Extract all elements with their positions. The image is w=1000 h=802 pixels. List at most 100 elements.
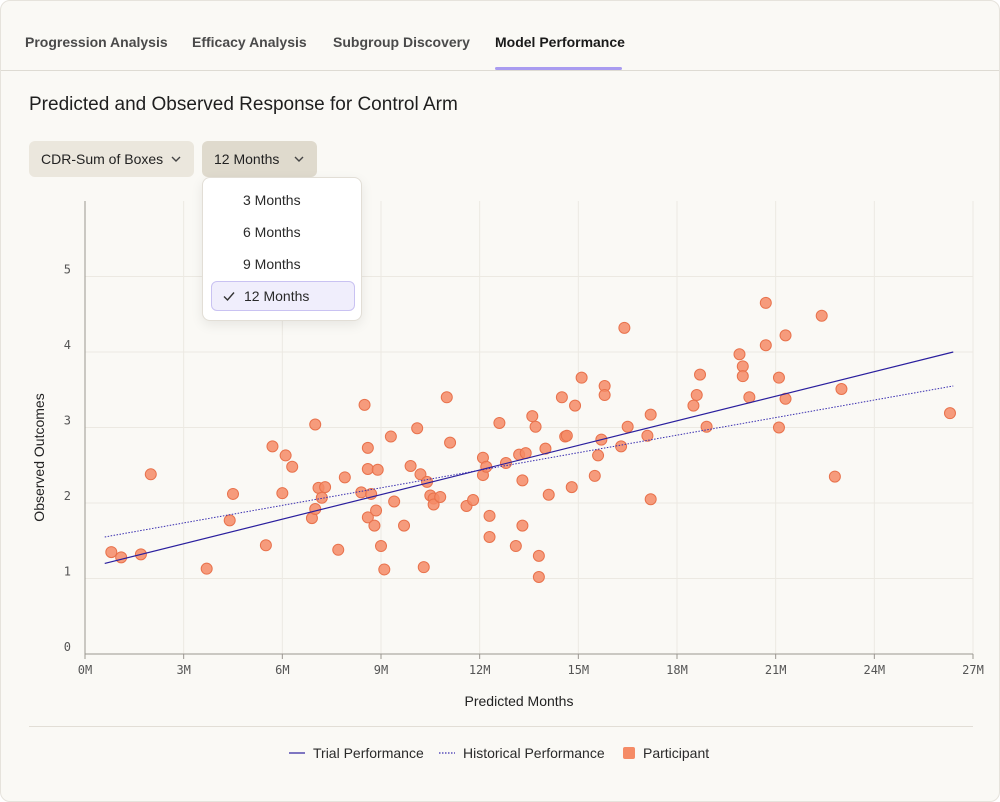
tab-bar: Progression Analysis Efficacy Analysis S…: [1, 1, 999, 71]
participant-point: [555, 391, 568, 404]
measure-dropdown[interactable]: CDR-Sum of Boxes: [29, 141, 194, 177]
menu-item-6-months[interactable]: 6 Months: [211, 217, 355, 247]
participant-point: [542, 488, 555, 501]
participant-point: [414, 468, 427, 481]
scatter-chart: 0M 3M 6M 9M 12M 15M 18M 21M 24M 27M 0 1 2 3 4 5 Predicte…: [31, 201, 984, 709]
participant-point: [641, 429, 654, 442]
participant-point: [286, 460, 299, 473]
participant-point: [621, 420, 634, 433]
y-tick-label: 4: [64, 338, 71, 352]
participant-point: [687, 399, 700, 412]
participant-point: [338, 471, 351, 484]
tab-model-performance[interactable]: Model Performance: [495, 34, 625, 50]
participant-point: [440, 391, 453, 404]
participant-point: [105, 546, 118, 559]
legend-label: Participant: [643, 745, 710, 761]
x-tick-label: 9M: [374, 663, 388, 677]
active-tab-indicator: [495, 67, 622, 70]
participant-point: [361, 463, 374, 476]
participant-point: [759, 339, 772, 352]
y-tick-label: 3: [64, 414, 71, 428]
participant-point: [835, 382, 848, 395]
participant-point: [943, 407, 956, 420]
participant-point: [404, 460, 417, 473]
y-tick-label: 5: [64, 263, 71, 277]
participant-point: [378, 563, 391, 576]
participant-point: [370, 504, 383, 517]
horizon-dropdown-menu: 3 Months 6 Months 9 Months 12 Months: [202, 177, 362, 321]
participant-point: [259, 539, 272, 552]
legend-divider: [29, 726, 973, 727]
tab-progression-analysis[interactable]: Progression Analysis: [25, 34, 168, 50]
x-axis-title: Predicted Months: [465, 693, 574, 709]
legend-item-trial: Trial Performance: [289, 745, 424, 761]
chevron-down-icon: [294, 156, 304, 162]
menu-item-12-months[interactable]: 12 Months: [211, 281, 355, 311]
legend-label: Historical Performance: [463, 745, 605, 761]
horizon-dropdown-value: 12 Months: [214, 151, 280, 167]
menu-item-label: 6 Months: [243, 224, 301, 240]
x-tick-label: 27M: [962, 663, 984, 677]
participant-point: [733, 348, 746, 361]
trial-performance-line: [104, 351, 954, 564]
participant-point: [483, 509, 496, 522]
participant-point: [618, 321, 631, 334]
horizon-dropdown[interactable]: 12 Months: [202, 141, 317, 177]
participant-point: [223, 514, 236, 527]
participant-point: [434, 490, 447, 503]
tab-subgroup-discovery[interactable]: Subgroup Discovery: [333, 34, 470, 50]
participant-point: [398, 519, 411, 532]
participant-point: [371, 463, 384, 476]
menu-item-3-months[interactable]: 3 Months: [211, 185, 355, 215]
participant-point: [529, 420, 542, 433]
participant-point: [560, 429, 573, 442]
x-tick-label: 3M: [176, 663, 190, 677]
participant-point: [772, 371, 785, 384]
chevron-down-icon: [171, 156, 181, 162]
historical-performance-line: [104, 385, 954, 538]
solid-line-icon: [289, 752, 305, 754]
participant-point: [532, 570, 545, 583]
participant-point: [828, 470, 841, 483]
participant-point: [384, 430, 397, 443]
participant-point: [309, 503, 322, 516]
legend-item-historical: Historical Performance: [439, 745, 605, 761]
participant-point: [200, 562, 213, 575]
x-tick-label: 15M: [567, 663, 589, 677]
participant-point: [375, 540, 387, 553]
square-marker-icon: [623, 747, 635, 759]
menu-item-9-months[interactable]: 9 Months: [211, 249, 355, 279]
participant-point: [526, 410, 539, 423]
participant-point: [700, 420, 713, 433]
menu-item-label: 3 Months: [243, 192, 301, 208]
participant-point: [592, 449, 605, 462]
participant-point: [736, 370, 749, 383]
participant-point: [575, 371, 588, 384]
menu-item-label: 9 Months: [243, 256, 301, 272]
legend-item-participant: Participant: [623, 745, 709, 761]
participant-point: [279, 449, 292, 462]
page-title: Predicted and Observed Response for Cont…: [29, 94, 458, 115]
tab-efficacy-analysis[interactable]: Efficacy Analysis: [192, 34, 307, 50]
participant-point: [615, 440, 628, 453]
participant-point: [427, 498, 440, 511]
participant-point: [115, 551, 128, 564]
participant-point: [694, 368, 707, 381]
x-tick-label: 21M: [765, 663, 787, 677]
participant-point: [772, 421, 785, 434]
participant-point: [598, 389, 611, 402]
dotted-line-icon: [439, 752, 455, 754]
participant-point: [266, 440, 279, 453]
participant-point: [417, 561, 430, 574]
participant-point: [144, 468, 157, 481]
participant-point: [368, 519, 381, 532]
participant-point: [227, 487, 239, 500]
participant-point: [565, 481, 578, 494]
participant-point: [532, 549, 545, 562]
participant-point: [355, 486, 368, 499]
x-tick-label: 6M: [275, 663, 289, 677]
participant-point: [743, 391, 756, 404]
participant-point: [516, 519, 529, 532]
y-tick-label: 2: [64, 489, 71, 503]
